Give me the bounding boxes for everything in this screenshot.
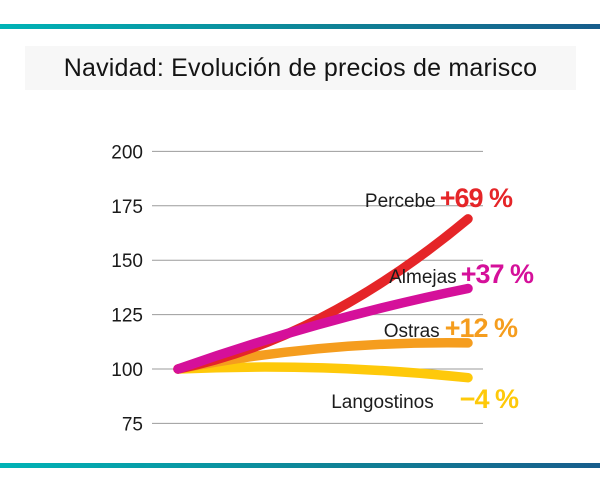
series-name: Ostras — [383, 321, 440, 342]
series-change-value: +12 % — [444, 313, 518, 343]
series-label-langostinos: Langostinos −4 % — [331, 384, 519, 415]
series-label-ostras: Ostras +12 % — [383, 313, 518, 344]
series-change-value: +69 % — [439, 183, 513, 213]
series-label-percebe: Percebe +69 % — [364, 183, 513, 214]
y-axis-tick-label-75: 75 — [122, 414, 143, 435]
series-label-almejas: Almejas +37 % — [389, 259, 534, 290]
y-axis-tick-label-150: 150 — [111, 251, 143, 272]
y-axis-tick-label-100: 100 — [111, 360, 143, 381]
y-axis-tick-label-200: 200 — [111, 142, 143, 163]
y-axis-tick-label-125: 125 — [111, 306, 143, 327]
series-line-almejas — [173, 283, 473, 374]
top-accent-bar — [0, 24, 600, 29]
chart-title: Navidad: Evolución de precios de marisco — [63, 53, 538, 82]
title-band: Navidad: Evolución de precios de marisco — [25, 46, 576, 90]
series-name: Langostinos — [331, 392, 434, 413]
bottom-accent-bar — [0, 463, 600, 468]
series-name: Almejas — [389, 267, 457, 288]
series-line-langostinos — [173, 362, 473, 383]
y-axis-tick-label-175: 175 — [111, 197, 143, 218]
series-name: Percebe — [364, 191, 436, 212]
series-change-value: +37 % — [460, 259, 534, 289]
series-change-value: −4 % — [459, 384, 519, 414]
